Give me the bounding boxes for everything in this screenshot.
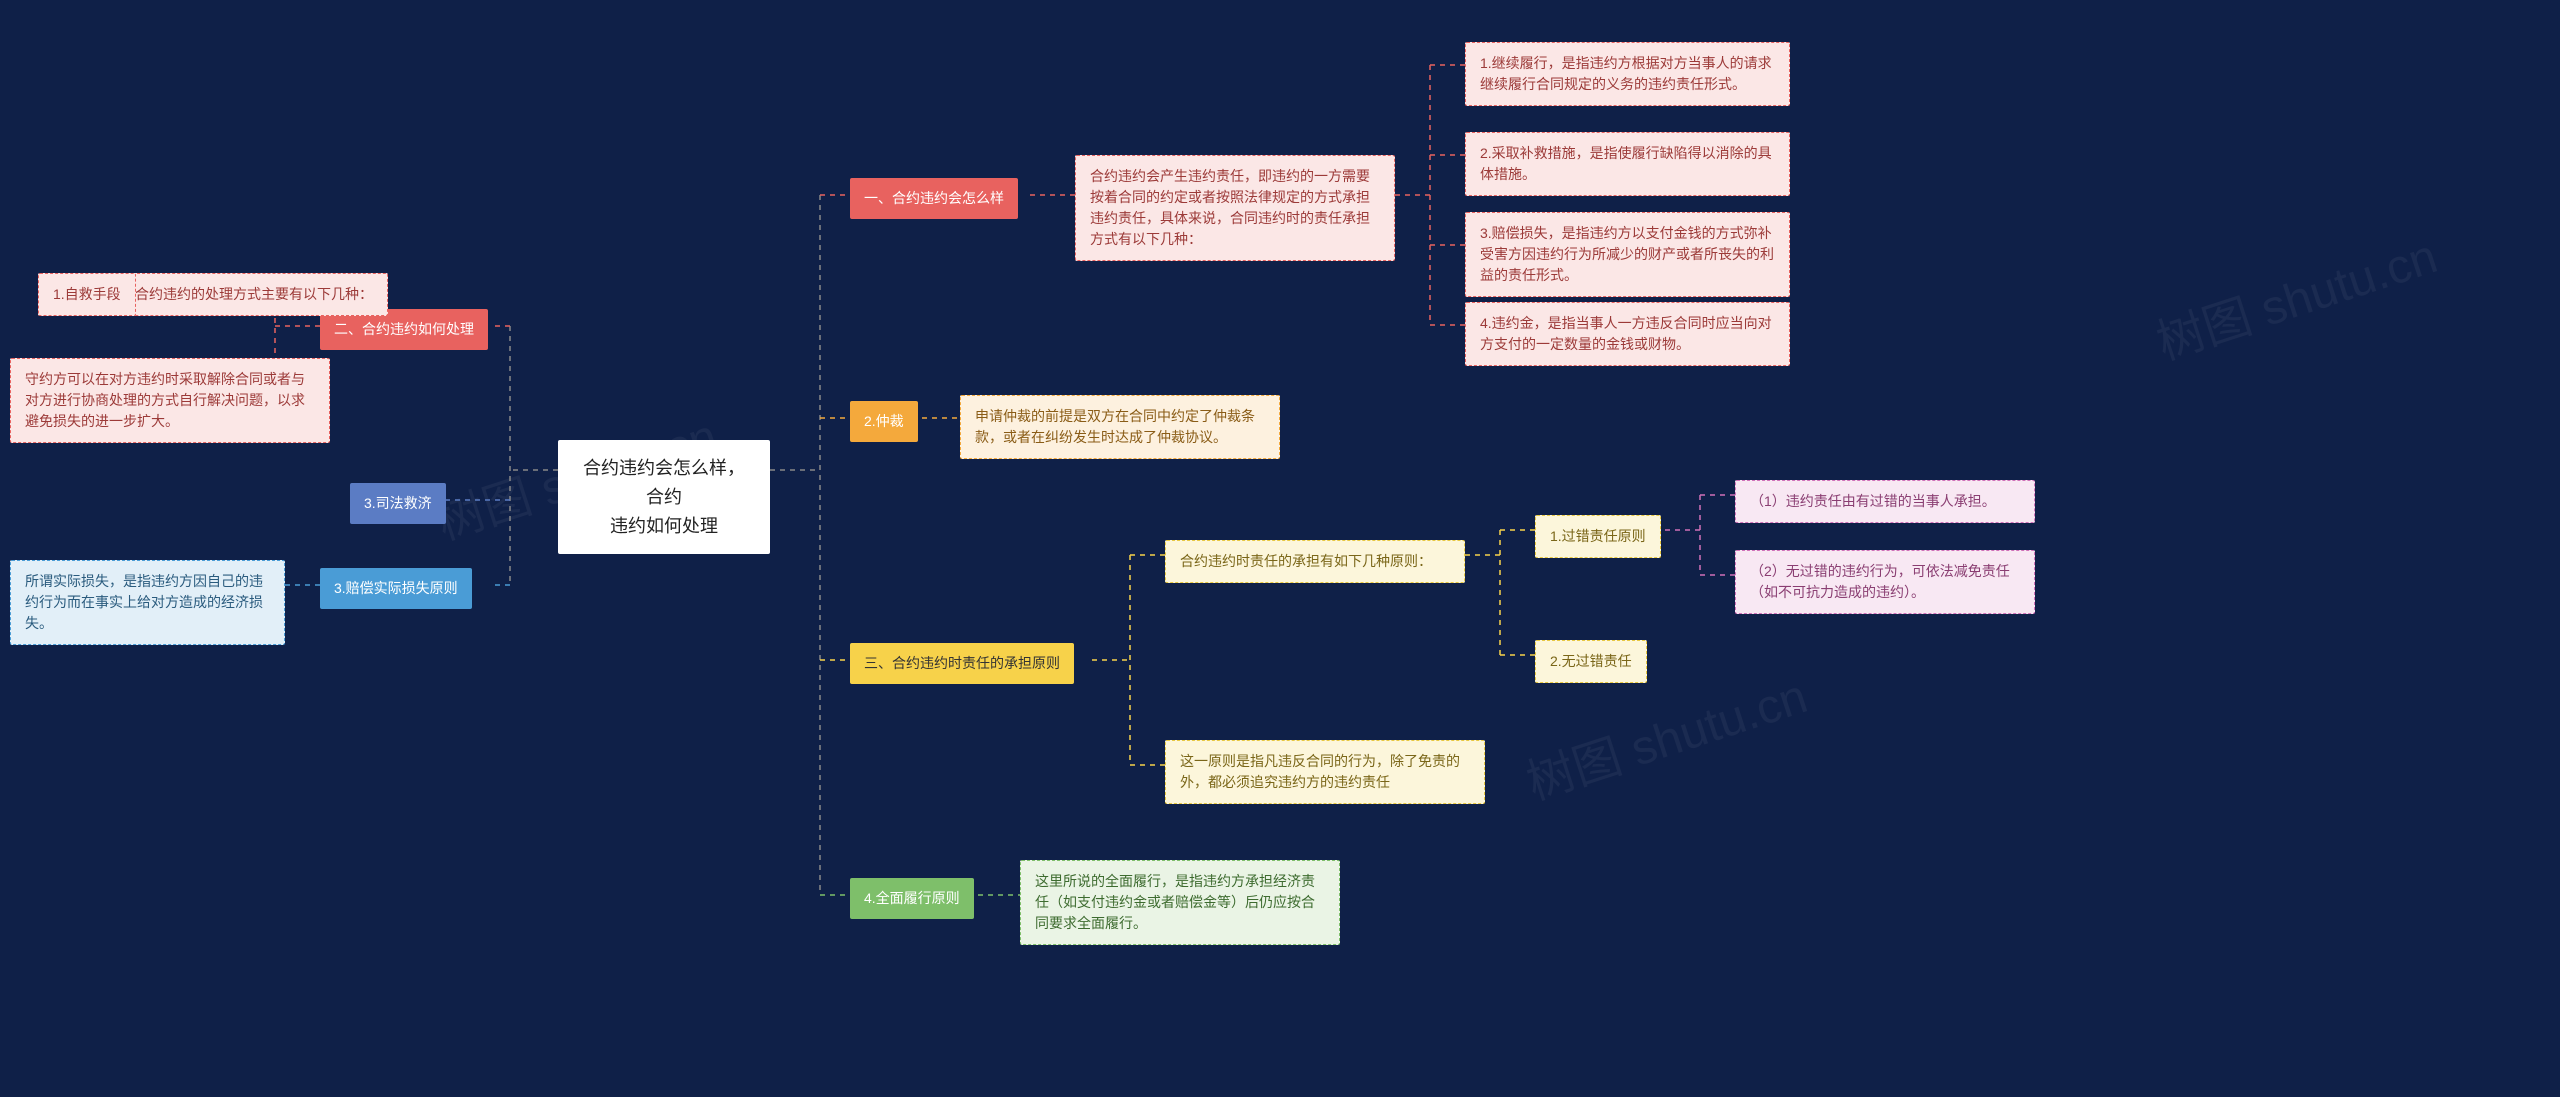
branch-2-arb: 2.仲裁 bbox=[850, 401, 918, 442]
branch-1-item-4: 4.违约金，是指当事人一方违反合同时应当向对方支付的一定数量的金钱或财物。 bbox=[1465, 302, 1790, 366]
branch-3-sub2: 2.无过错责任 bbox=[1535, 640, 1647, 683]
left-branch-2-desc: 合约违约的处理方式主要有以下几种： bbox=[120, 273, 388, 316]
left-branch-2-desc-text: 合约违约的处理方式主要有以下几种： bbox=[135, 286, 373, 302]
branch-4-desc: 这里所说的全面履行，是指违约方承担经济责任（如支付违约金或者赔偿金等）后仍应按合… bbox=[1020, 860, 1340, 945]
root-line1: 合约违约会怎么样，合约 bbox=[583, 458, 745, 507]
root-node: 合约违约会怎么样，合约 违约如何处理 bbox=[558, 440, 770, 554]
branch-3-sub1-item-2: （2）无过错的违约行为，可依法减免责任（如不可抗力造成的违约）。 bbox=[1735, 550, 2035, 614]
watermark: 树图 shutu.cn bbox=[2146, 217, 2444, 373]
left-branch-2-sub: 1.自救手段 bbox=[38, 273, 136, 316]
left-branch-3: 3.司法救济 bbox=[350, 483, 446, 524]
left-branch-4-desc: 所谓实际损失，是指违约方因自己的违约行为而在事实上给对方造成的经济损失。 bbox=[10, 560, 285, 645]
branch-3-sub1: 1.过错责任原则 bbox=[1535, 515, 1661, 558]
branch-1-item-3: 3.赔偿损失，是指违约方以支付金钱的方式弥补受害方因违约行为所减少的财产或者所丧… bbox=[1465, 212, 1790, 297]
branch-3-sub1-item-1: （1）违约责任由有过错的当事人承担。 bbox=[1735, 480, 2035, 523]
branch-3-desc1: 合约违约时责任的承担有如下几种原则： bbox=[1165, 540, 1465, 583]
branch-1: 一、合约违约会怎么样 bbox=[850, 178, 1018, 219]
branch-1-item-1: 1.继续履行，是指违约方根据对方当事人的请求继续履行合同规定的义务的违约责任形式… bbox=[1465, 42, 1790, 106]
left-branch-2-sub-desc: 守约方可以在对方违约时采取解除合同或者与对方进行协商处理的方式自行解决问题，以求… bbox=[10, 358, 330, 443]
root-line2: 违约如何处理 bbox=[610, 516, 718, 536]
branch-3-desc2: 这一原则是指凡违反合同的行为，除了免责的外，都必须追究违约方的违约责任 bbox=[1165, 740, 1485, 804]
branch-1-desc: 合约违约会产生违约责任，即违约的一方需要按着合同的约定或者按照法律规定的方式承担… bbox=[1075, 155, 1395, 261]
branch-1-item-2: 2.采取补救措施，是指使履行缺陷得以消除的具体措施。 bbox=[1465, 132, 1790, 196]
branch-2-arb-desc: 申请仲裁的前提是双方在合同中约定了仲裁条款，或者在纠纷发生时达成了仲裁协议。 bbox=[960, 395, 1280, 459]
branch-3: 三、合约违约时责任的承担原则 bbox=[850, 643, 1074, 684]
branch-4: 4.全面履行原则 bbox=[850, 878, 974, 919]
left-branch-4: 3.赔偿实际损失原则 bbox=[320, 568, 472, 609]
